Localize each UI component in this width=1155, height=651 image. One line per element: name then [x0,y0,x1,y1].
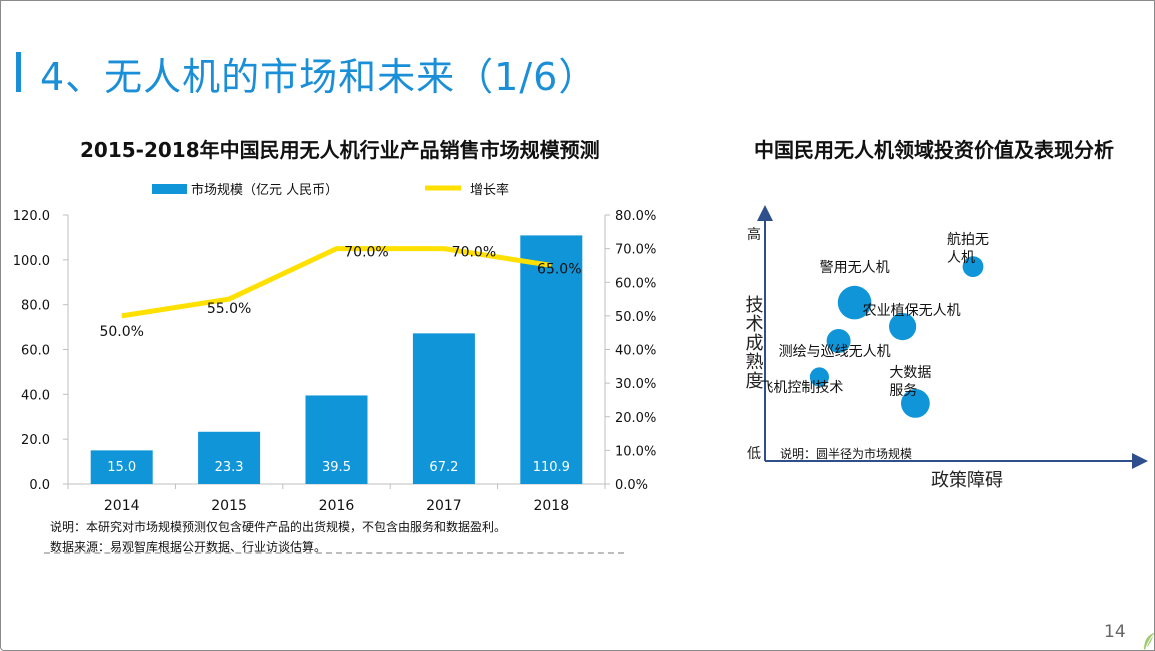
bubble-label: 测绘与巡线无人机 [779,344,891,360]
bubble [826,329,851,353]
right-axis-tick-label: 50.0% [615,310,656,325]
bubble-label: 航拍无人机 [947,232,989,266]
left-axis-tick-label: 60.0 [21,344,50,359]
left-axis-tick-label: 0.0 [29,478,50,493]
market-size-bar [305,395,368,484]
x-axis-title: 政策障碍 [931,470,1003,491]
x-axis-tick-label: 2017 [426,498,462,514]
bubble-label-line: 飞机控制技术 [759,380,843,396]
chart-note: 说明：本研究对市场规模预测仅包含硬件产品的出货规模，不包含由服务和数据盈利。 [50,520,507,534]
page-number: 14 [1104,622,1126,642]
market-size-bar [90,450,153,484]
right-axis-tick-label: 30.0% [615,377,656,392]
market-size-bar [412,333,475,484]
leaf-logo-icon [1144,633,1154,650]
x-axis-tick-label: 2016 [319,498,355,514]
bubble [901,389,930,418]
left-axis-tick-label: 120.0 [13,209,50,224]
right-axis-tick-label: 40.0% [615,344,656,359]
bar-value-label: 39.5 [322,460,351,475]
left-axis-tick-label: 20.0 [21,433,50,448]
divider [44,552,624,554]
bar-value-label: 23.3 [215,460,244,475]
bubble-label-line: 农业植保无人机 [863,303,961,319]
bar-value-label: 110.9 [533,460,570,475]
y-axis-title: 技术成熟度 [743,295,764,390]
left-axis-tick-label: 80.0 [21,299,50,314]
bubble-label: 警用无人机 [820,260,890,276]
y-high-label: 高 [747,226,761,243]
data-source-note: 数据来源：易观智库根据公开数据、行业访谈估算。 [50,540,327,554]
right-axis-tick-label: 70.0% [615,243,656,258]
legend-line-label: 增长率 [470,182,509,198]
right-axis-tick-label: 20.0% [615,411,656,426]
title-accent-bar [16,52,21,92]
x-axis-tick-label: 2018 [533,498,569,514]
right-axis-tick-label: 60.0% [615,276,656,291]
bubble-label: 飞机控制技术 [759,380,843,396]
bubble-label-line: 人机 [947,250,975,266]
bubble-label-line: 航拍无 [947,232,989,248]
bubble [809,367,830,387]
growth-rate-label: 70.0% [452,245,496,261]
growth-rate-label: 50.0% [99,324,143,340]
y-low-label: 低 [747,446,761,462]
market-size-bar [520,235,583,484]
legend-bar-label: 市场规模（亿元 人民币） [191,182,338,198]
x-axis-tick-label: 2015 [211,498,247,514]
bar-value-label: 67.2 [429,460,458,475]
growth-rate-label: 70.0% [344,245,388,261]
page-title: 4、无人机的市场和未来（1/6） [40,55,598,99]
bubble-chart-title: 中国民用无人机领域投资价值及表现分析 [754,138,1114,162]
bar-value-label: 15.0 [107,460,136,475]
bubble [962,256,984,277]
legend-bar-swatch [152,184,187,194]
right-axis-tick-label: 10.0% [615,444,656,459]
x-axis-tick-label: 2014 [104,498,140,514]
bubble-label: 农业植保无人机 [863,303,961,319]
right-axis-tick-label: 0.0% [615,478,648,493]
right-axis-tick-label: 80.0% [615,209,656,224]
bubble [837,285,872,320]
growth-rate-label: 65.0% [537,261,581,277]
growth-rate-line [121,246,552,319]
left-axis-tick-label: 40.0 [21,388,50,403]
market-size-bar [198,431,261,484]
bubble-label-line: 服务 [889,383,917,399]
bubble-label-line: 警用无人机 [820,260,890,276]
bubble-label-line: 大数据 [889,365,931,381]
bar-chart-title: 2015-2018年中国民用无人机行业产品销售市场规模预测 [80,138,600,162]
bubble-note: 说明：圆半径为市场规模 [780,446,912,461]
left-axis-tick-label: 100.0 [13,254,50,269]
bubble [889,313,917,341]
growth-rate-label: 55.0% [207,301,251,317]
bubble-label-line: 测绘与巡线无人机 [779,344,891,360]
bubble-label: 大数据服务 [889,365,931,399]
